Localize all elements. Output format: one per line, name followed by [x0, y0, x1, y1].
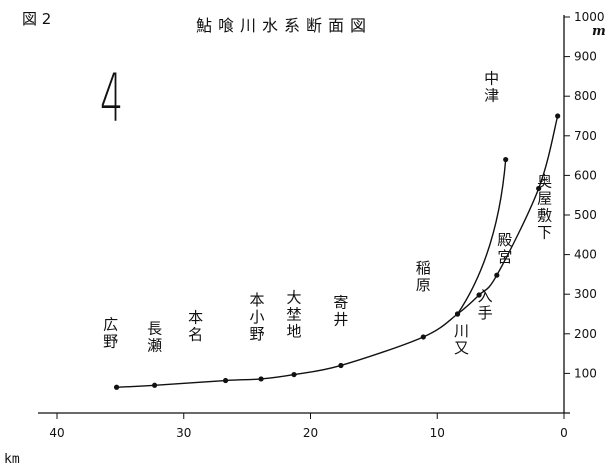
data-point	[151, 382, 158, 388]
place-label: 本名	[188, 309, 203, 344]
place-label: 広野	[103, 315, 118, 350]
x-tick-label: 20	[303, 426, 318, 440]
x-tick-label: 40	[49, 426, 64, 440]
data-point	[503, 156, 509, 163]
x-tick-label: 30	[176, 426, 191, 440]
place-label: 奥屋敷下	[537, 172, 552, 241]
data-point	[536, 185, 542, 192]
data-point	[291, 371, 297, 378]
series-line-tributary	[456, 159, 507, 315]
x-tick-label: 0	[560, 426, 568, 440]
y-tick-label: 400	[574, 248, 597, 262]
data-point	[494, 272, 500, 278]
place-label: 殿宮	[497, 231, 512, 266]
data-point	[555, 113, 561, 119]
data-point	[222, 377, 229, 384]
figure-label: 図 2	[22, 10, 52, 28]
place-label: 稲原	[416, 259, 431, 294]
place-label: 大埜地	[287, 289, 302, 341]
place-label: 中津	[484, 70, 499, 105]
series-line-main	[116, 115, 559, 388]
y-tick-label: 1000	[574, 10, 605, 24]
data-point	[338, 362, 344, 369]
data-point	[454, 311, 461, 317]
handwritten-number: 4	[100, 60, 124, 137]
y-tick-label: 300	[574, 287, 597, 301]
place-label: 長瀬	[147, 319, 162, 354]
data-point	[420, 334, 426, 340]
chart-title: 鮎喰川水系断面図	[196, 16, 373, 35]
y-axis-unit: m	[592, 24, 606, 39]
y-tick-label: 100	[574, 366, 597, 380]
place-label: 寄井	[333, 293, 348, 328]
place-label: 川又	[454, 322, 469, 357]
place-label: 入手	[478, 287, 493, 322]
place-label: 本小野	[250, 291, 265, 343]
x-axis-unit: km	[4, 452, 20, 467]
x-tick-label: 10	[430, 426, 445, 440]
data-point	[113, 384, 120, 390]
y-tick-label: 500	[574, 208, 597, 222]
y-tick-label: 200	[574, 327, 597, 341]
y-tick-label: 900	[574, 50, 597, 64]
data-point	[258, 376, 264, 382]
y-tick-label: 800	[574, 89, 597, 103]
y-tick-label: 700	[574, 129, 597, 143]
y-tick-label: 600	[574, 168, 597, 182]
data-point	[476, 292, 482, 298]
